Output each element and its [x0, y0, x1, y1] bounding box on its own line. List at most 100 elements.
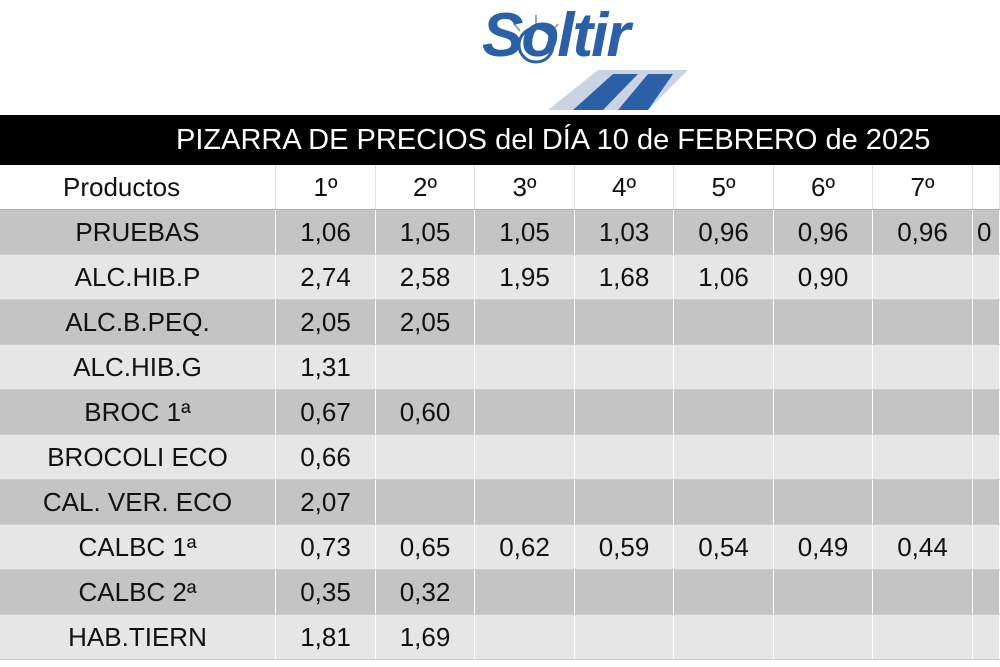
column-header-6: 6º — [774, 165, 873, 209]
price-cell — [973, 300, 1000, 344]
price-cell — [973, 390, 1000, 434]
price-cell — [873, 615, 973, 659]
price-cell — [774, 390, 873, 434]
price-cell — [475, 480, 575, 524]
price-cell — [973, 345, 1000, 389]
price-cell — [575, 300, 674, 344]
price-cell — [973, 570, 1000, 614]
price-cell: 1,68 — [575, 255, 674, 299]
price-cell: 0,44 — [873, 525, 973, 569]
price-cell — [873, 390, 973, 434]
price-cell — [774, 480, 873, 524]
table-row: CALBC 1ª 0,73 0,65 0,62 0,59 0,54 0,49 0,44 — [0, 525, 1000, 570]
table-row: HAB.TIERN 1,81 1,69 — [0, 615, 1000, 660]
table-body: PRUEBAS 1,06 1,05 1,05 1,03 0,96 0,96 0,96 0 ALC.… — [0, 210, 1000, 660]
price-cell: 0,60 — [376, 390, 475, 434]
column-header-5: 5º — [674, 165, 774, 209]
soltir-logo: Soltir — [478, 0, 708, 115]
table-row: CAL. VER. ECO 2,07 — [0, 480, 1000, 525]
price-cell: 0 — [973, 210, 1000, 254]
price-cell: 1,06 — [674, 255, 774, 299]
product-name-cell: ALC.B.PEQ. — [0, 300, 276, 344]
column-header-2: 2º — [376, 165, 475, 209]
table-row: ALC.HIB.G 1,31 — [0, 345, 1000, 390]
sun-road-logo-graphic — [513, 15, 688, 110]
price-cell — [475, 390, 575, 434]
price-cell — [475, 435, 575, 479]
price-cell — [674, 435, 774, 479]
column-header-8 — [973, 165, 1000, 209]
price-cell — [774, 435, 873, 479]
price-cell — [774, 345, 873, 389]
product-name-cell: PRUEBAS — [0, 210, 276, 254]
price-cell — [973, 480, 1000, 524]
price-cell: 0,67 — [276, 390, 376, 434]
price-cell: 2,74 — [276, 255, 376, 299]
price-cell: 0,54 — [674, 525, 774, 569]
price-cell: 1,81 — [276, 615, 376, 659]
price-cell — [575, 390, 674, 434]
price-cell: 2,05 — [376, 300, 475, 344]
product-name-cell: ALC.HIB.P — [0, 255, 276, 299]
product-name-cell: CALBC 1ª — [0, 525, 276, 569]
price-cell: 0,90 — [774, 255, 873, 299]
price-cell — [475, 345, 575, 389]
column-header-7: 7º — [873, 165, 973, 209]
column-header-1: 1º — [276, 165, 376, 209]
price-cell: 0,35 — [276, 570, 376, 614]
price-cell — [774, 570, 873, 614]
price-cell — [475, 300, 575, 344]
logo-wordmark: Soltir — [482, 1, 630, 70]
price-cell: 2,07 — [276, 480, 376, 524]
product-name-cell: CAL. VER. ECO — [0, 480, 276, 524]
price-cell — [376, 435, 475, 479]
price-cell — [973, 615, 1000, 659]
price-cell: 2,05 — [276, 300, 376, 344]
product-name-cell: CALBC 2ª — [0, 570, 276, 614]
table-row: BROCOLI ECO 0,66 — [0, 435, 1000, 480]
price-cell: 0,96 — [674, 210, 774, 254]
price-cell — [873, 255, 973, 299]
price-cell — [973, 435, 1000, 479]
price-cell: 0,65 — [376, 525, 475, 569]
price-cell — [575, 570, 674, 614]
table-row: CALBC 2ª 0,35 0,32 — [0, 570, 1000, 615]
price-cell — [973, 525, 1000, 569]
price-cell — [674, 345, 774, 389]
product-name-cell: BROCOLI ECO — [0, 435, 276, 479]
price-cell: 1,31 — [276, 345, 376, 389]
price-table: Productos 1º 2º 3º 4º 5º 6º 7º PRUEBAS 1,… — [0, 165, 1000, 660]
header-logo-area: Soltir — [0, 0, 1000, 115]
column-header-3: 3º — [475, 165, 575, 209]
price-cell: 0,49 — [774, 525, 873, 569]
price-cell — [575, 345, 674, 389]
price-cell — [973, 255, 1000, 299]
column-header-products: Productos — [0, 165, 276, 209]
price-cell — [873, 435, 973, 479]
table-row: BROC 1ª 0,67 0,60 — [0, 390, 1000, 435]
price-cell — [674, 300, 774, 344]
price-cell — [873, 570, 973, 614]
price-cell — [575, 615, 674, 659]
price-cell: 1,95 — [475, 255, 575, 299]
column-header-4: 4º — [575, 165, 674, 209]
price-cell: 1,03 — [575, 210, 674, 254]
price-cell — [674, 615, 774, 659]
price-cell — [475, 615, 575, 659]
price-cell: 1,05 — [376, 210, 475, 254]
page-title: PIZARRA DE PRECIOS del DÍA 10 de FEBRERO… — [176, 124, 931, 156]
product-name-cell: ALC.HIB.G — [0, 345, 276, 389]
price-cell — [376, 345, 475, 389]
price-cell — [873, 300, 973, 344]
price-cell: 1,05 — [475, 210, 575, 254]
price-cell — [774, 615, 873, 659]
price-cell: 1,06 — [276, 210, 376, 254]
product-name-cell: HAB.TIERN — [0, 615, 276, 659]
price-cell — [674, 570, 774, 614]
price-cell: 0,96 — [873, 210, 973, 254]
table-header-row: Productos 1º 2º 3º 4º 5º 6º 7º — [0, 165, 1000, 210]
price-cell — [873, 345, 973, 389]
price-cell: 2,58 — [376, 255, 475, 299]
price-cell — [674, 390, 774, 434]
price-cell: 0,66 — [276, 435, 376, 479]
